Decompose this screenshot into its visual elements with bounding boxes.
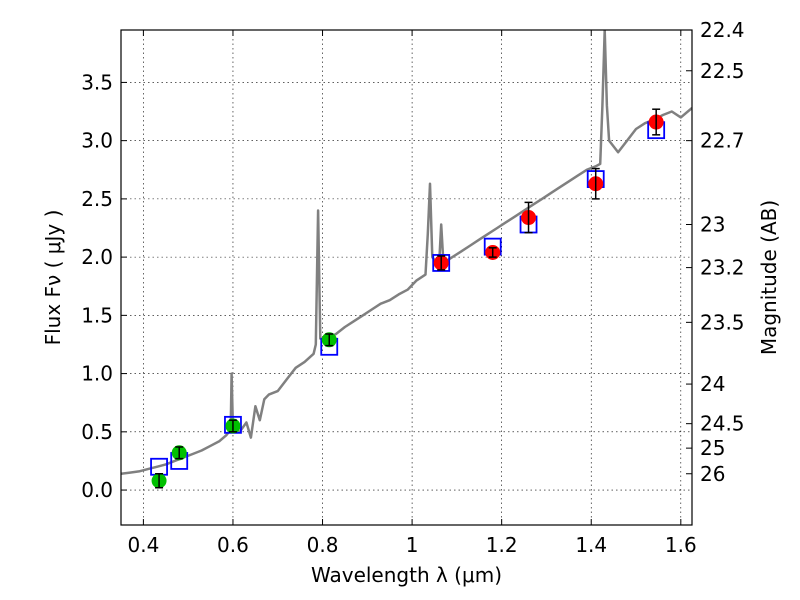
y-tick-label: 1.5 xyxy=(81,303,113,327)
x-tick-label: 0.6 xyxy=(217,533,249,557)
plot-frame xyxy=(120,29,693,526)
y-right-tick-label: 23 xyxy=(700,213,725,237)
model-photometry-marker xyxy=(432,254,451,272)
y-tick-label: 0.5 xyxy=(81,420,113,444)
y-axis-title: Flux Fν ( μJy ) xyxy=(41,210,65,346)
plot-area xyxy=(121,30,692,489)
y-axis-right-title: Magnitude (AB) xyxy=(757,200,781,355)
plot-series xyxy=(121,30,692,489)
y-right-tick-label: 24 xyxy=(700,372,725,396)
error-bar xyxy=(437,255,446,271)
y-right-tick-label: 26 xyxy=(700,462,725,486)
x-tick-label: 1.4 xyxy=(575,533,607,557)
error-bar xyxy=(325,333,334,347)
error-bar xyxy=(228,419,237,433)
x-tick-label: 1 xyxy=(406,533,419,557)
y-tick-label: 2.5 xyxy=(81,187,113,211)
y-tick-label: 3.0 xyxy=(81,129,113,153)
grid xyxy=(121,30,692,525)
x-tick-label: 1.6 xyxy=(665,533,697,557)
y-tick-label: 2.0 xyxy=(81,245,113,269)
y-right-tick-label: 24.5 xyxy=(700,412,745,436)
x-tick-label: 1.2 xyxy=(486,533,518,557)
y-right-tick-label: 22.7 xyxy=(700,129,745,153)
x-tick-label: 0.4 xyxy=(127,533,159,557)
x-axis: 0.4 0.6 0.8 1 1.2 1.4 1.6 xyxy=(127,30,697,557)
y-right-tick-label: 25 xyxy=(700,436,725,460)
x-tick-label: 0.8 xyxy=(307,533,339,557)
error-bar xyxy=(175,446,184,460)
y-tick-label: 1.0 xyxy=(81,362,113,386)
y-tick-label: 3.5 xyxy=(81,70,113,94)
y-right-tick-label: 23.2 xyxy=(700,256,745,280)
error-bar xyxy=(652,108,661,136)
error-bar xyxy=(488,247,497,258)
y-right-tick-label: 22.4 xyxy=(700,18,745,42)
x-axis-title: Wavelength λ (μm) xyxy=(311,563,502,587)
y-axis: 0.0 0.5 1.0 1.5 2.0 2.5 3.0 3.5 xyxy=(81,70,127,502)
error-bar xyxy=(155,473,164,489)
error-bar xyxy=(591,167,600,200)
y-right-tick-label: 22.5 xyxy=(700,59,745,83)
error-bar xyxy=(524,201,533,234)
y-tick-label: 0.0 xyxy=(81,478,113,502)
y-right-tick-label: 23.5 xyxy=(700,310,745,334)
spectrum-line xyxy=(121,30,692,476)
